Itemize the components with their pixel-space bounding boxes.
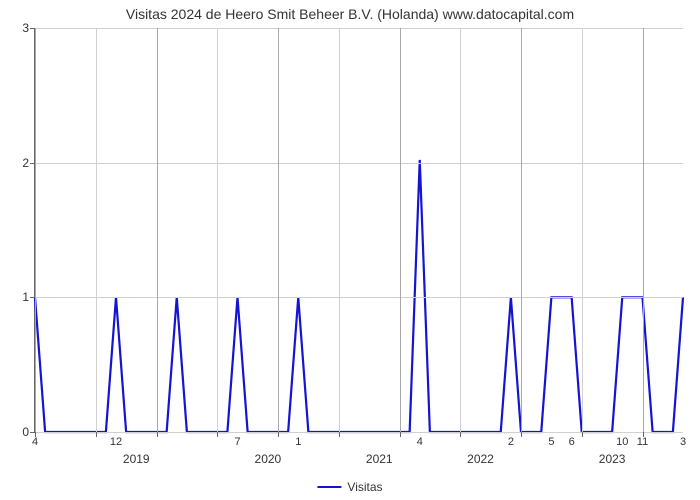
legend-swatch bbox=[317, 486, 341, 488]
gridline-vertical bbox=[157, 28, 158, 432]
legend-label: Visitas bbox=[347, 480, 382, 494]
gridline-horizontal bbox=[35, 28, 683, 29]
x-year-label: 2019 bbox=[123, 432, 150, 466]
gridline-horizontal bbox=[35, 297, 683, 298]
gridline-vertical bbox=[643, 28, 644, 432]
gridline-vertical bbox=[339, 28, 340, 432]
x-year-label: 2023 bbox=[599, 432, 626, 466]
x-tick-label: 12 bbox=[110, 432, 122, 448]
x-tick-label: 4 bbox=[417, 432, 423, 448]
line-series bbox=[35, 28, 683, 432]
gridline-vertical bbox=[521, 28, 522, 432]
x-tick-label: 2 bbox=[508, 432, 514, 448]
gridline-vertical bbox=[96, 28, 97, 432]
x-tick-label: 6 bbox=[569, 432, 575, 448]
series-line bbox=[35, 160, 683, 432]
gridline-vertical bbox=[460, 28, 461, 432]
gridline-vertical bbox=[217, 28, 218, 432]
x-year-label: 2021 bbox=[366, 432, 393, 466]
x-tick-mark bbox=[400, 432, 401, 437]
x-tick-mark bbox=[582, 432, 583, 437]
plot-area: 01234127142561011320192020202120222023 bbox=[34, 28, 683, 433]
x-tick-label: 7 bbox=[234, 432, 240, 448]
x-tick-mark bbox=[96, 432, 97, 437]
x-tick-label: 3 bbox=[680, 432, 686, 448]
x-tick-label: 5 bbox=[548, 432, 554, 448]
x-tick-mark bbox=[460, 432, 461, 437]
x-tick-mark bbox=[157, 432, 158, 437]
chart-title: Visitas 2024 de Heero Smit Beheer B.V. (… bbox=[0, 6, 700, 22]
gridline-vertical bbox=[35, 28, 36, 432]
x-tick-label: 1 bbox=[295, 432, 301, 448]
x-year-label: 2020 bbox=[255, 432, 282, 466]
x-tick-label: 4 bbox=[32, 432, 38, 448]
gridline-vertical bbox=[582, 28, 583, 432]
gridline-vertical bbox=[400, 28, 401, 432]
x-tick-mark bbox=[521, 432, 522, 437]
gridline-horizontal bbox=[35, 163, 683, 164]
gridline-vertical bbox=[278, 28, 279, 432]
x-year-label: 2022 bbox=[467, 432, 494, 466]
x-tick-mark bbox=[339, 432, 340, 437]
x-tick-label: 11 bbox=[637, 432, 648, 448]
legend: Visitas bbox=[317, 480, 382, 494]
x-tick-mark bbox=[217, 432, 218, 437]
chart-container: Visitas 2024 de Heero Smit Beheer B.V. (… bbox=[0, 0, 700, 500]
